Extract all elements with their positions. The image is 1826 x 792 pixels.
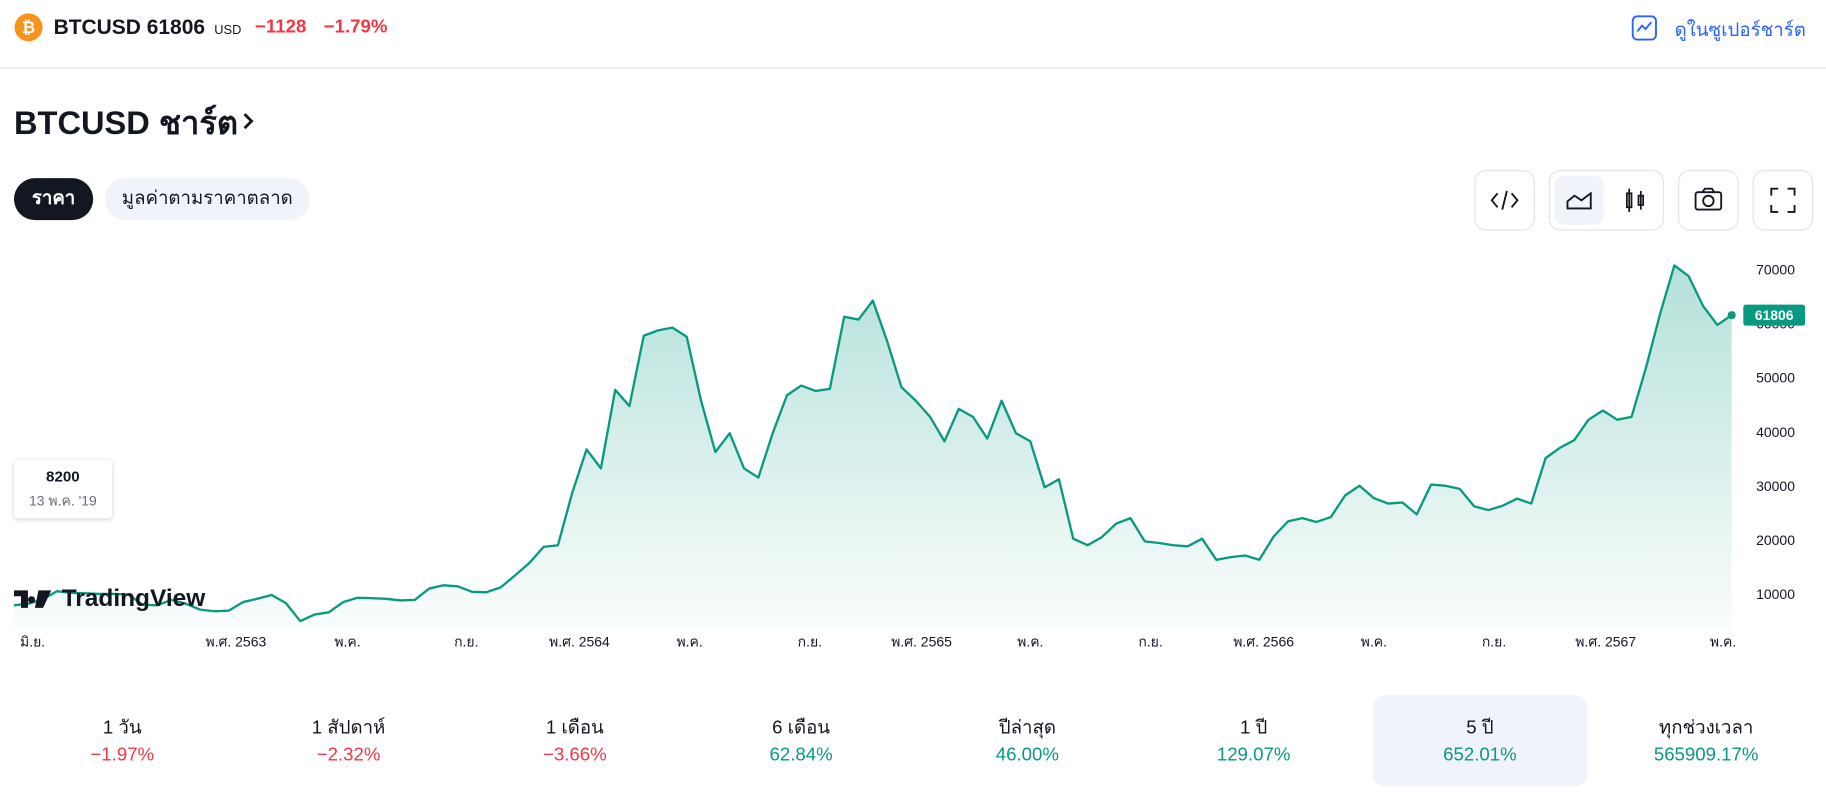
title-chevron[interactable]: [240, 109, 256, 132]
tab[interactable]: มูลค่าตามราคาตลาด: [104, 178, 310, 221]
y-tick-label: 70000: [1756, 261, 1795, 277]
x-tick-label: พ.ศ. 2565: [891, 634, 952, 650]
period-change: −1.97%: [90, 745, 155, 766]
x-tick-label: ก.ย.: [454, 634, 478, 650]
period-label[interactable]: 1 วัน: [102, 718, 142, 739]
period-label[interactable]: 6 เดือน: [772, 718, 831, 739]
last-price-label: 61806: [1755, 307, 1794, 323]
change-percent: −1.79%: [323, 17, 388, 38]
period-change: −2.32%: [316, 745, 381, 766]
svg-text:₿: ₿: [22, 19, 35, 37]
performance-row: 1 วัน −1.97% 1 สัปดาห์ −2.32% 1 เดือน −3.66% 6…: [0, 687, 1826, 792]
x-tick-label: ก.ย.: [1482, 634, 1506, 650]
period-change: −3.66%: [542, 745, 607, 766]
y-tick-label: 20000: [1756, 532, 1795, 548]
selected-cell[interactable]: [1372, 695, 1588, 787]
tab-active[interactable]: ราคา: [13, 178, 94, 221]
period-change: 652.01%: [1443, 745, 1517, 766]
area-button[interactable]: [1554, 175, 1604, 225]
tooltip-value: 8200: [46, 468, 80, 485]
chart: 10000200003000040000500006000070000มิ.ย.…: [13, 261, 1806, 650]
x-tick-label: ก.ย.: [1138, 634, 1162, 650]
x-tick-label: ก.ย.: [798, 634, 822, 650]
area-fill: [13, 265, 1732, 629]
x-tick-label: มิ.ย.: [20, 634, 45, 650]
bitcoin-icon: ₿: [14, 13, 43, 42]
x-tick-label: พ.ศ. 2566: [1233, 634, 1294, 650]
period-change: 62.84%: [769, 745, 833, 766]
watermark: TradingView: [13, 585, 206, 612]
x-tick-label: พ.ศ. 2563: [205, 634, 266, 650]
period-label[interactable]: 1 สัปดาห์: [311, 718, 386, 739]
y-tick-label: 40000: [1756, 424, 1795, 440]
tooltip-box: [13, 459, 112, 519]
period-label[interactable]: ทุกช่วงเวลา: [1658, 718, 1754, 739]
price-line: [13, 264, 1733, 623]
y-tick-label: 30000: [1756, 478, 1795, 494]
snapshot-button[interactable]: [1678, 170, 1739, 231]
period-label[interactable]: 1 เดือน: [545, 718, 604, 739]
divider: [0, 67, 1826, 69]
period-label[interactable]: ปีล่าสุด: [998, 718, 1056, 739]
last-price-badge: [1743, 304, 1806, 326]
page-title[interactable]: BTCUSD ชาร์ต: [13, 104, 239, 141]
last-point: [1727, 311, 1736, 320]
tooltip-date: 13 พ.ค. '19: [29, 493, 97, 509]
x-tick-label: พ.ศ. 2567: [1575, 634, 1636, 650]
x-tick-label: พ.ค.: [1017, 634, 1043, 650]
y-tick-label: 10000: [1756, 586, 1795, 602]
chart-type-group: [1548, 170, 1665, 231]
x-tick-label: พ.ค.: [676, 634, 702, 650]
candle-button[interactable]: [1611, 176, 1660, 225]
period-change: 129.07%: [1216, 745, 1291, 766]
supercharts-link[interactable]: ดูในซูเปอร์ชาร์ต: [1674, 20, 1806, 41]
period-change: 46.00%: [995, 745, 1059, 766]
supercharts-icon[interactable]: [1631, 15, 1658, 41]
watermark-logo: [13, 590, 52, 608]
period-change: 565909.17%: [1653, 745, 1759, 766]
change: −1128: [255, 17, 307, 38]
x-tick-label: พ.ค.: [334, 634, 360, 650]
embed-button[interactable]: [1474, 170, 1535, 231]
x-tick-label: พ.ศ. 2564: [549, 634, 610, 650]
currency: USD: [214, 23, 242, 38]
watermark-text: TradingView: [62, 585, 206, 612]
x-tick-label: พ.ค.: [1710, 634, 1736, 650]
x-tick-label: พ.ค.: [1361, 634, 1387, 650]
price: 61806: [146, 15, 206, 39]
symbol: BTCUSD: [53, 15, 141, 39]
fullscreen-button[interactable]: [1752, 170, 1814, 231]
y-tick-label: 50000: [1756, 370, 1795, 386]
period-label[interactable]: 5 ปี: [1466, 718, 1494, 739]
period-label[interactable]: 1 ปี: [1239, 718, 1268, 739]
